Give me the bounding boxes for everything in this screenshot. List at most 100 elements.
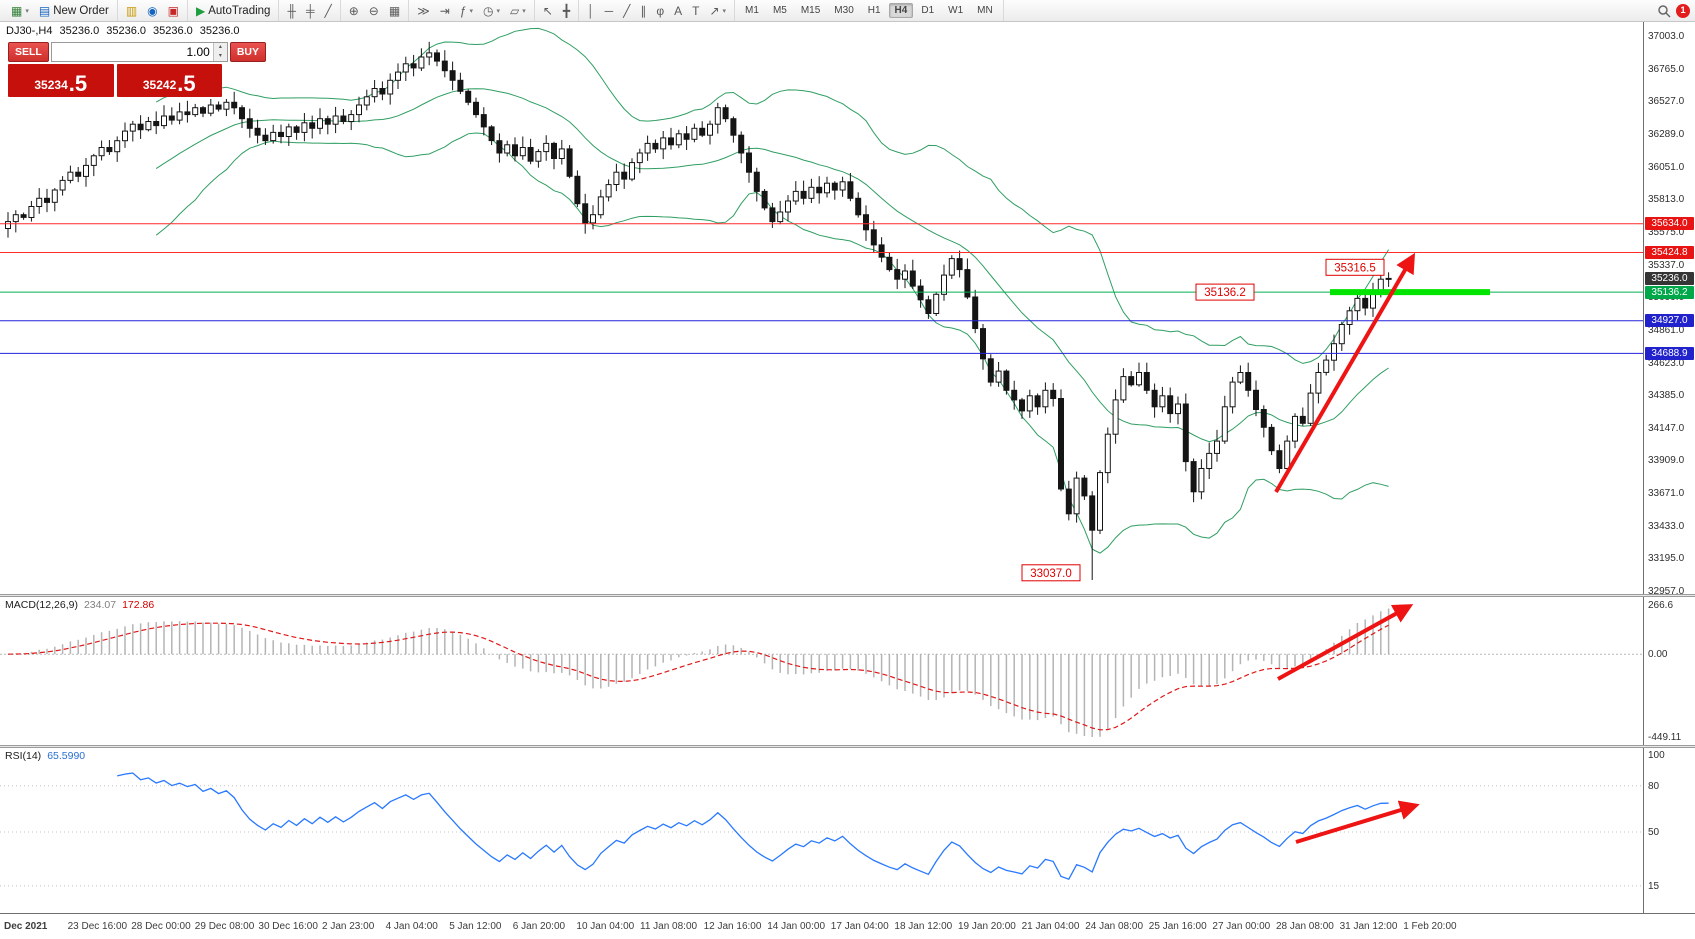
new-chart-button[interactable]: ▦ ▾	[7, 3, 33, 19]
periods-button[interactable]: ◷ ▾	[479, 3, 504, 19]
new-order-button[interactable]: ▤ New Order	[38, 3, 109, 18]
time-label: 21 Jan 04:00	[1021, 921, 1080, 932]
open-value: 35236.0	[59, 25, 100, 37]
sell-price[interactable]: 35234.5	[8, 64, 114, 97]
timeframe-m30[interactable]: M30	[834, 5, 854, 16]
chart-line-icon: ╱	[324, 3, 332, 18]
timeframe-w1[interactable]: W1	[948, 5, 964, 16]
timeframe-d1[interactable]: D1	[921, 5, 935, 16]
fibonacci-button[interactable]: φ	[652, 3, 668, 19]
zoom-out-button[interactable]: ⊖	[365, 3, 383, 19]
lot-decrease-button[interactable]: ▾	[213, 52, 227, 61]
time-label: 5 Jan 12:00	[449, 921, 502, 932]
time-label: 2 Jan 23:00	[322, 921, 375, 932]
timeframe-mn[interactable]: MN	[977, 5, 993, 16]
close-value: 35236.0	[199, 25, 240, 37]
time-label: Dec 2021	[4, 921, 48, 932]
timeframe-m15[interactable]: M15	[800, 5, 821, 16]
price-tick: 36527.0	[1648, 96, 1685, 108]
chart-bars-button[interactable]: ╫	[283, 3, 300, 19]
price-level-badge[interactable]: 34688.9	[1645, 346, 1694, 360]
price-level-badge[interactable]: 35424.8	[1645, 246, 1694, 259]
zoom-out-icon: ⊖	[368, 3, 379, 18]
rsi-value: 65.5990	[47, 750, 86, 762]
buy-price[interactable]: 35242.5	[116, 64, 222, 97]
crosshair-button[interactable]: ╋	[559, 3, 574, 19]
time-label: 17 Jan 04:00	[830, 921, 889, 932]
buy-button[interactable]: BUY	[229, 42, 267, 62]
text-button[interactable]: A	[670, 3, 686, 19]
price-level-badge[interactable]: 35136.2	[1645, 285, 1694, 299]
chart-ohlc-header: DJ30-,H4 35236.0 35236.0 35236.0 35236.0	[6, 25, 240, 37]
trend-arrow[interactable]	[1274, 252, 1416, 494]
price-tick: 35813.0	[1648, 194, 1685, 206]
price-level-badge[interactable]: 35634.0	[1645, 217, 1694, 231]
rsi-trend-arrow[interactable]	[1295, 800, 1420, 844]
symbol-period-label: DJ30-,H4	[6, 25, 53, 37]
terminal-icon: ▣	[167, 3, 179, 18]
lot-size-field: ▴ ▾	[50, 42, 228, 62]
chart-shift-button[interactable]: ⇥	[436, 3, 454, 19]
search-icon[interactable]	[1657, 4, 1671, 18]
autotrading-button[interactable]: ▶ AutoTrading	[195, 3, 271, 18]
time-label: 25 Jan 16:00	[1148, 921, 1207, 932]
trendline-icon: ╱	[623, 3, 631, 18]
swing-low-label[interactable]: 33037.0	[1021, 564, 1081, 582]
timeframe-m1[interactable]: M1	[745, 5, 759, 16]
vertical-line-button[interactable]: │	[583, 3, 599, 19]
auto-scroll-icon: ≫	[417, 3, 430, 18]
price-level-badge[interactable]: 34927.0	[1645, 314, 1694, 328]
text-label-button[interactable]: T	[688, 3, 703, 19]
price-tick: 32957.0	[1648, 586, 1685, 597]
periods-icon: ◷	[483, 3, 494, 18]
channel-button[interactable]: ∥	[636, 3, 650, 19]
trendline-button[interactable]: ╱	[619, 3, 634, 19]
target-price-label[interactable]: 35316.5	[1325, 258, 1385, 276]
timeframe-h1[interactable]: H1	[867, 5, 881, 16]
macd-axis-label: 266.6	[1648, 600, 1674, 611]
candlestick-series	[5, 41, 1392, 580]
text-label-icon: T	[692, 3, 700, 18]
tile-windows-button[interactable]: ▦	[385, 3, 404, 19]
navigator-button[interactable]: ◉	[143, 3, 161, 19]
chart-candles-icon: ╪	[305, 3, 315, 18]
panel-divider[interactable]	[0, 745, 1695, 748]
auto-scroll-button[interactable]: ≫	[413, 3, 434, 19]
price-tick: 35575.0	[1648, 226, 1685, 238]
breakout-level-label[interactable]: 35136.2	[1195, 283, 1255, 301]
rsi-canvas[interactable]	[0, 748, 1643, 913]
time-axis[interactable]: Dec 2021 23 Dec 16:00 28 Dec 00:00 29 Dec 0…	[0, 913, 1695, 939]
terminal-button[interactable]: ▣	[164, 3, 183, 19]
svg-text:35316.5: 35316.5	[1334, 262, 1376, 274]
templates-button[interactable]: ▱ ▾	[506, 3, 530, 19]
timeframe-h4[interactable]: H4	[888, 3, 914, 18]
time-label: 1 Feb 20:00	[1403, 921, 1457, 932]
notification-badge[interactable]: 1	[1676, 3, 1690, 18]
time-label: 10 Jan 04:00	[576, 921, 635, 932]
lot-size-input[interactable]	[51, 43, 213, 61]
chart-line-button[interactable]: ╱	[320, 3, 335, 19]
price-axis[interactable]: 37003.0 36765.0 36527.0 36289.0 36051.0 35813…	[1643, 22, 1695, 939]
chart-candles-button[interactable]: ╪	[302, 3, 319, 19]
macd-trend-arrow[interactable]	[1277, 604, 1414, 681]
macd-axis-label: -449.11	[1648, 732, 1682, 743]
time-label: 27 Jan 00:00	[1212, 921, 1271, 932]
panel-divider[interactable]	[0, 594, 1695, 597]
horizontal-line-button[interactable]: ─	[601, 3, 618, 19]
timeframe-m5[interactable]: M5	[772, 5, 787, 16]
indicators-button[interactable]: ƒ ▾	[456, 3, 477, 19]
macd-signal-line	[7, 622, 1389, 731]
arrows-tool-button[interactable]: ↗ ▾	[705, 3, 730, 19]
cursor-button[interactable]: ↖	[539, 3, 557, 19]
main-chart-canvas[interactable]: 35316.5 35136.2 33037.0	[0, 22, 1643, 594]
sell-button[interactable]: SELL	[8, 42, 49, 62]
svg-text:35136.2: 35136.2	[1204, 287, 1246, 299]
macd-canvas[interactable]	[0, 597, 1643, 745]
price-tick: 33671.0	[1648, 488, 1685, 500]
chevron-down-icon: ▾	[25, 7, 29, 15]
market-watch-button[interactable]: ▥	[122, 3, 141, 19]
zoom-in-button[interactable]: ⊕	[345, 3, 363, 19]
crosshair-icon: ╋	[562, 3, 571, 18]
high-value: 35236.0	[106, 25, 146, 37]
lot-increase-button[interactable]: ▴	[213, 43, 227, 52]
